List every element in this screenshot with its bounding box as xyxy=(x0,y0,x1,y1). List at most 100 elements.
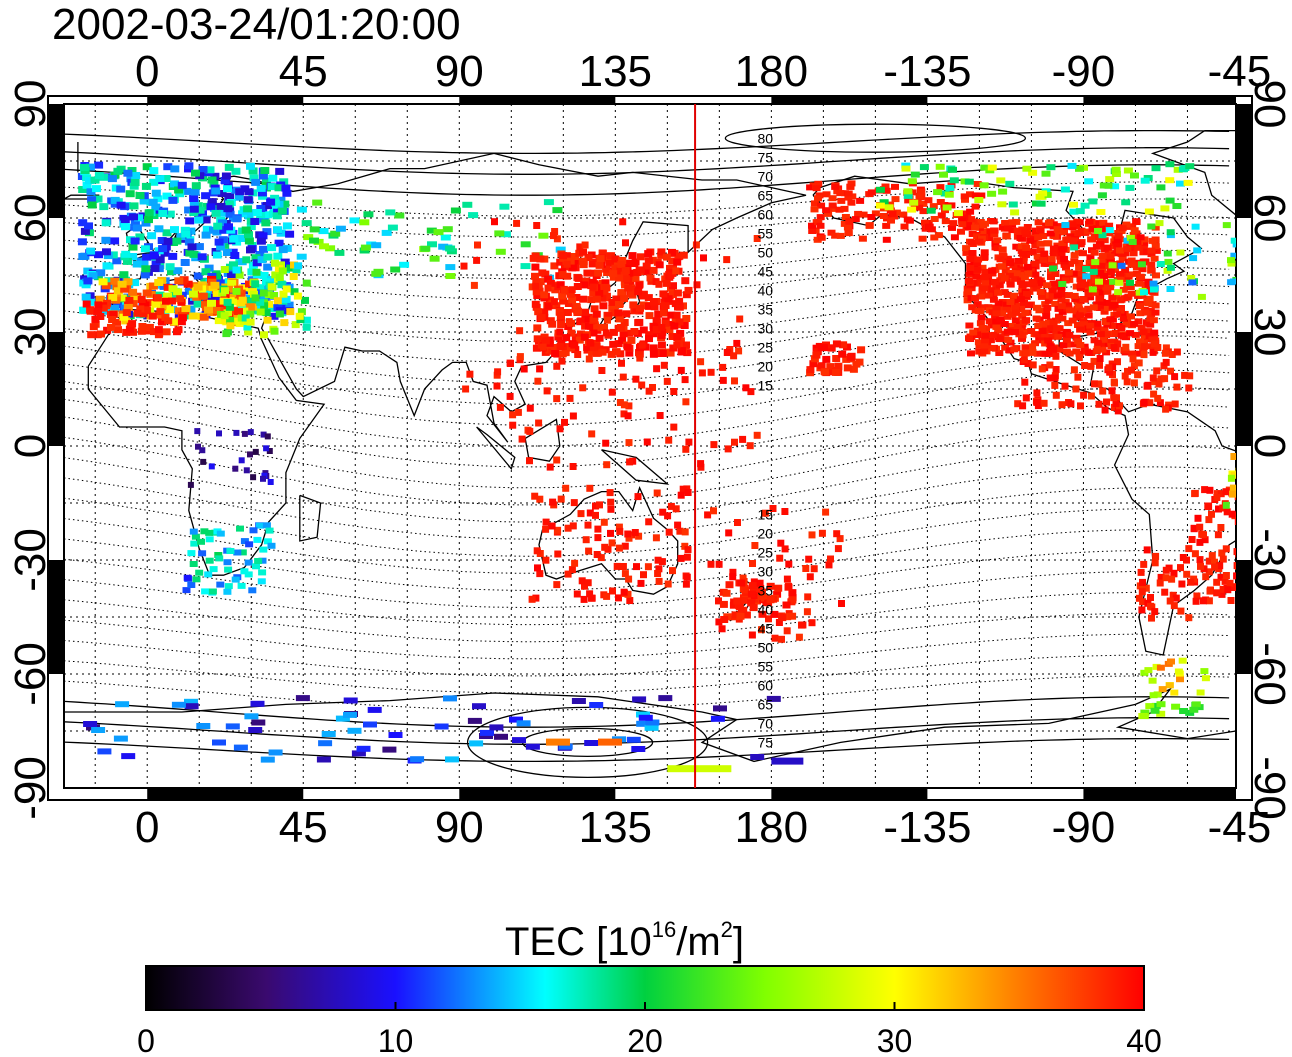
tec-cell xyxy=(210,281,220,289)
tec-cell xyxy=(1219,585,1227,593)
tec-cell xyxy=(1206,486,1214,494)
tec-cell xyxy=(990,227,998,234)
tec-cell xyxy=(1112,293,1121,300)
tec-cell xyxy=(385,209,396,216)
tec-cell xyxy=(609,340,618,348)
tec-cell xyxy=(1011,275,1020,282)
tec-cell xyxy=(551,228,559,235)
tec-cell xyxy=(103,252,113,260)
tec-cell xyxy=(1020,274,1029,281)
tec-cell xyxy=(553,581,561,589)
tec-cell xyxy=(1040,260,1049,267)
tec-cell xyxy=(838,350,847,358)
tec-cell xyxy=(176,233,186,241)
tec-cell xyxy=(1083,228,1092,235)
tec-cell xyxy=(1229,484,1236,492)
tec-cell xyxy=(96,313,105,320)
tec-cell xyxy=(803,608,811,616)
contour-label: 45 xyxy=(757,264,773,280)
tec-cell xyxy=(382,746,397,753)
tec-cell xyxy=(168,297,176,305)
tec-cell xyxy=(557,321,566,328)
tec-cell xyxy=(980,274,989,281)
tec-cell xyxy=(1229,490,1236,498)
tec-cell xyxy=(1044,240,1053,247)
lon-tick-label-bottom: 135 xyxy=(579,803,652,852)
tec-cell xyxy=(293,292,302,300)
tec-cell xyxy=(990,278,999,285)
tec-cell xyxy=(919,164,929,171)
tec-cell xyxy=(1008,227,1017,234)
tec-cell xyxy=(1005,272,1014,279)
tec-cell xyxy=(804,593,812,601)
tec-cell xyxy=(1077,402,1084,410)
tec-cell xyxy=(274,184,284,192)
tec-cell xyxy=(243,323,252,331)
tec-cell xyxy=(1019,328,1028,335)
tec-cell xyxy=(821,368,830,376)
tec-cell xyxy=(1045,220,1053,227)
tec-cell xyxy=(607,252,616,260)
tec-cell xyxy=(822,191,831,198)
tec-cell xyxy=(581,582,588,590)
tec-cell xyxy=(139,197,149,205)
contour-labels: 8075706560555045403530252015152025303540… xyxy=(757,131,773,751)
tec-cell xyxy=(665,348,673,356)
tec-cell xyxy=(1119,333,1128,340)
lon-tick-label-bottom: 0 xyxy=(135,803,159,852)
lat-tick-label-left: 90 xyxy=(6,80,55,129)
tec-cell xyxy=(990,231,999,238)
tec-cell xyxy=(258,569,267,576)
tec-cell xyxy=(1188,536,1196,543)
tec-cell xyxy=(208,588,217,595)
tec-cell xyxy=(157,237,167,244)
tec-cell xyxy=(778,635,785,643)
tec-cell xyxy=(1002,233,1011,240)
tec-cell xyxy=(78,219,88,227)
tec-cell xyxy=(788,596,797,604)
lon-tick-label-bottom: 180 xyxy=(735,803,808,852)
tec-cell xyxy=(556,343,565,350)
tec-cell xyxy=(997,201,1007,208)
tec-cell xyxy=(1226,579,1234,587)
tec-cell xyxy=(973,327,982,334)
tec-cell xyxy=(258,557,267,564)
tec-cell xyxy=(77,238,87,246)
plot-title: 2002-03-24/01:20:00 xyxy=(52,0,461,49)
tec-cell xyxy=(273,207,283,215)
tec-cell xyxy=(1127,290,1136,297)
tec-cell xyxy=(1200,668,1209,675)
contour-label: 70 xyxy=(757,715,773,731)
tec-cell xyxy=(645,518,653,526)
tec-cell xyxy=(1208,510,1215,518)
tec-cell xyxy=(532,344,541,352)
tec-cell xyxy=(621,570,629,578)
tec-cell xyxy=(1090,289,1099,296)
mag-contour xyxy=(64,737,1230,763)
tec-cell xyxy=(1166,229,1175,236)
tec-cell xyxy=(87,298,97,306)
tec-cell xyxy=(915,204,924,211)
contour-label: 60 xyxy=(757,207,773,223)
tec-cell xyxy=(563,309,572,316)
tec-cell xyxy=(1040,333,1049,340)
tec-cell xyxy=(729,601,738,609)
tec-cell xyxy=(589,269,598,277)
tec-cell xyxy=(594,269,603,277)
tec-cell xyxy=(588,430,596,438)
tec-cell xyxy=(581,308,590,316)
tec-cell xyxy=(1002,306,1011,313)
tec-cell xyxy=(1006,281,1015,288)
tec-cell xyxy=(1021,309,1030,316)
tec-cell xyxy=(579,261,588,269)
tec-cell xyxy=(958,221,967,228)
tec-cell xyxy=(270,194,280,202)
tec-cell xyxy=(677,554,685,562)
tec-cell xyxy=(470,281,478,289)
tec-cell xyxy=(1237,532,1244,539)
tec-cell xyxy=(1111,166,1121,173)
tec-cell xyxy=(1012,270,1021,277)
tec-cell xyxy=(571,259,579,267)
tec-cell xyxy=(1014,258,1023,264)
tec-cell xyxy=(205,166,215,174)
